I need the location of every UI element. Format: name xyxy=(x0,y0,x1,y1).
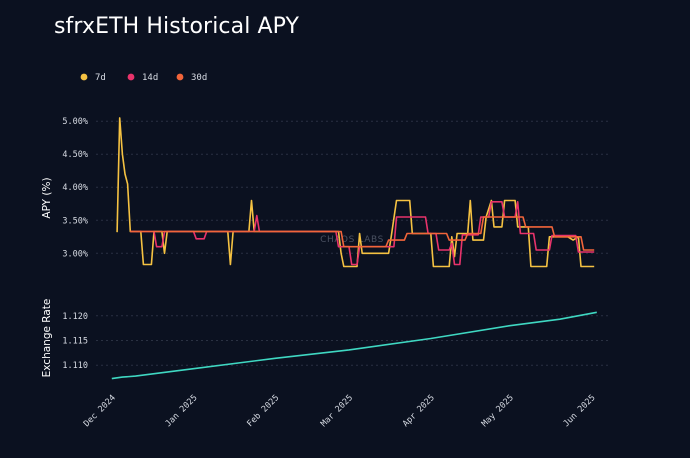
legend-label-30d: 30d xyxy=(191,73,207,83)
series-line-14d xyxy=(130,201,595,266)
watermark-text: CHAOS LABS xyxy=(320,235,384,245)
exchange-axis-label: Exchange Rate xyxy=(41,299,53,378)
x-tick-label: Mar 2025 xyxy=(319,393,355,429)
apy-tick-label: 3.50% xyxy=(62,216,88,226)
x-tick-label: Jun 2025 xyxy=(562,393,598,429)
exchange-rate-line xyxy=(111,311,597,380)
apy-tick-label: 3.00% xyxy=(62,249,88,259)
series-line-30d xyxy=(130,216,595,251)
apy-tick-label: 4.50% xyxy=(62,150,88,160)
x-tick-label: Apr 2025 xyxy=(401,393,437,429)
apy-tick-label: 4.00% xyxy=(62,183,88,193)
x-tick-label: Feb 2025 xyxy=(245,393,281,429)
apy-axis-label: APY (%) xyxy=(41,177,53,218)
chart-title: sfrxETH Historical APY xyxy=(54,14,300,39)
x-tick-label: Dec 2024 xyxy=(82,393,118,429)
x-tick-label: Jan 2025 xyxy=(164,393,200,429)
x-tick-label: May 2025 xyxy=(480,393,516,429)
legend-marker-7d xyxy=(80,73,88,81)
legend-marker-30d xyxy=(176,73,184,81)
legend-label-7d: 7d xyxy=(95,73,106,83)
exchange-tick-label: 1.115 xyxy=(62,337,88,347)
exchange-tick-label: 1.120 xyxy=(62,312,88,322)
legend-marker-14d xyxy=(127,73,135,81)
legend-label-14d: 14d xyxy=(142,73,158,83)
apy-tick-label: 5.00% xyxy=(62,117,88,127)
exchange-tick-label: 1.110 xyxy=(62,361,88,371)
